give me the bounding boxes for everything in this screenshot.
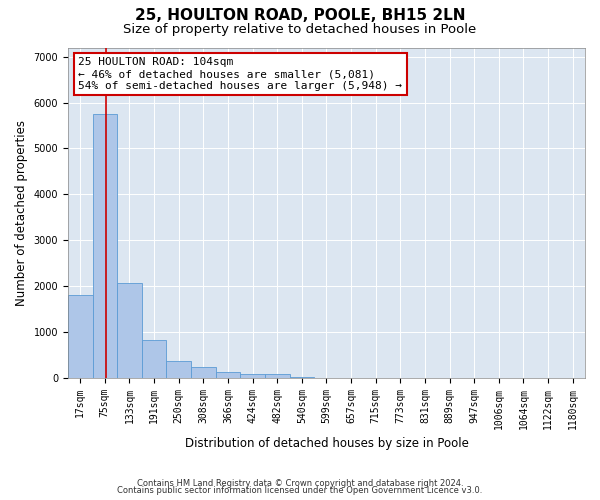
Bar — [68, 295, 92, 378]
Bar — [240, 374, 265, 378]
Bar — [191, 367, 215, 378]
Text: 25 HOULTON ROAD: 104sqm
← 46% of detached houses are smaller (5,081)
54% of semi: 25 HOULTON ROAD: 104sqm ← 46% of detache… — [78, 58, 402, 90]
Bar — [290, 377, 314, 378]
Bar — [142, 340, 166, 378]
Text: Contains public sector information licensed under the Open Government Licence v3: Contains public sector information licen… — [118, 486, 482, 495]
Bar — [92, 114, 117, 378]
Bar — [117, 284, 142, 378]
Y-axis label: Number of detached properties: Number of detached properties — [15, 120, 28, 306]
Bar — [215, 372, 240, 378]
Text: Contains HM Land Registry data © Crown copyright and database right 2024.: Contains HM Land Registry data © Crown c… — [137, 478, 463, 488]
Bar — [166, 361, 191, 378]
X-axis label: Distribution of detached houses by size in Poole: Distribution of detached houses by size … — [185, 437, 469, 450]
Text: Size of property relative to detached houses in Poole: Size of property relative to detached ho… — [124, 22, 476, 36]
Text: 25, HOULTON ROAD, POOLE, BH15 2LN: 25, HOULTON ROAD, POOLE, BH15 2LN — [135, 8, 465, 22]
Bar — [265, 374, 290, 378]
